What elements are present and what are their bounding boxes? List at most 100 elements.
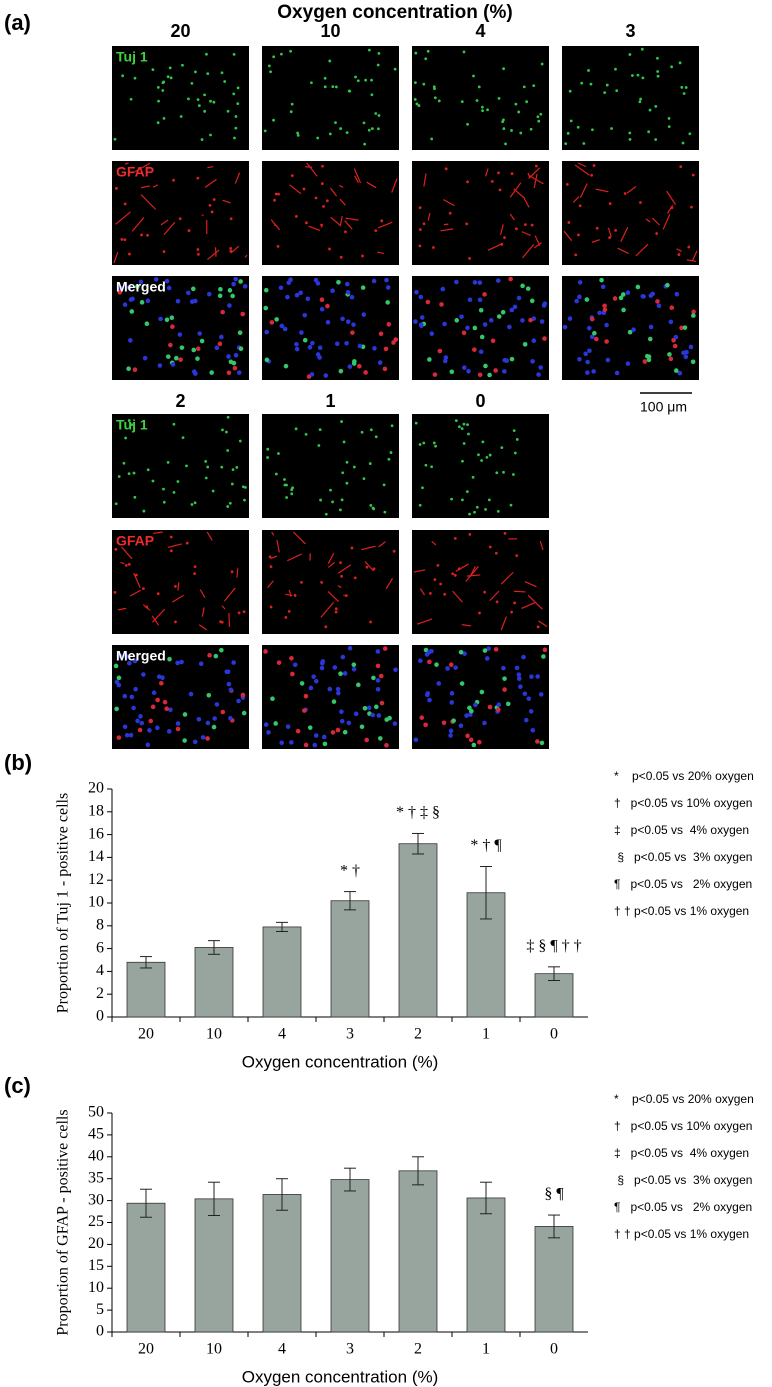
cell-dot <box>195 356 200 361</box>
cell-dot <box>319 297 325 303</box>
cell-dot <box>335 686 341 692</box>
cell-process <box>443 223 449 226</box>
cell-dot <box>422 441 426 445</box>
cell-dot <box>524 717 529 723</box>
cell-dot <box>669 305 675 311</box>
cell-dot <box>345 281 350 287</box>
cell-dot <box>128 297 134 302</box>
bar <box>330 1179 370 1333</box>
cell-dot <box>372 346 377 351</box>
y-tick-label: 15 <box>88 1257 104 1274</box>
cell-process <box>152 184 159 188</box>
cell-dot <box>345 481 349 485</box>
cell-dot <box>229 247 233 250</box>
cell-process <box>234 172 241 184</box>
cell-dot <box>382 646 388 651</box>
cell-dot <box>672 343 678 349</box>
cell-dot <box>197 252 200 256</box>
cell-dot <box>569 119 573 123</box>
cell-dot <box>387 715 392 721</box>
cell-dot <box>161 81 165 85</box>
cell-process <box>177 582 180 591</box>
cell-dot <box>272 118 275 122</box>
cell-dot <box>302 708 307 713</box>
cell-dot <box>668 319 674 325</box>
cell-dot <box>187 229 191 232</box>
cell-dot <box>231 468 235 472</box>
cell-dot <box>175 298 181 304</box>
y-tick-label: 45 <box>88 1126 104 1143</box>
cell-dot <box>472 74 475 78</box>
cell-dot <box>236 102 240 106</box>
cell-dot <box>480 105 484 109</box>
cell-dot <box>287 610 291 613</box>
cell-dot <box>181 436 185 440</box>
cell-dot <box>144 321 150 327</box>
cell-dot <box>227 303 232 308</box>
micrograph <box>562 276 699 380</box>
cell-process <box>354 175 359 184</box>
cell-process <box>124 162 129 165</box>
cell-dot <box>231 660 236 665</box>
cell-dot <box>453 665 458 670</box>
cell-dot <box>330 730 336 735</box>
cell-dot <box>427 357 432 362</box>
cell-dot <box>341 471 345 475</box>
significance-annotation: * † ‡ § <box>396 804 440 821</box>
cell-dot <box>423 722 428 728</box>
cell-dot <box>667 117 671 120</box>
cell-dot <box>290 492 294 496</box>
cell-dot <box>530 727 536 733</box>
cell-dot <box>303 742 309 748</box>
cell-dot <box>232 365 238 371</box>
cell-dot <box>318 428 322 432</box>
cell-dot <box>274 472 278 476</box>
cell-dot <box>449 369 455 375</box>
cell-dot <box>437 99 441 103</box>
cell-dot <box>302 187 306 191</box>
cell-dot <box>516 676 522 681</box>
cell-dot <box>376 63 380 67</box>
cell-dot <box>442 358 448 364</box>
cell-dot <box>196 176 200 180</box>
cell-dot <box>602 307 608 313</box>
cell-process <box>461 624 472 627</box>
cell-dot <box>684 86 688 89</box>
legend-note: * p<0.05 vs 20% oxygen <box>614 769 754 783</box>
cell-dot <box>376 127 380 131</box>
row-label: GFAP <box>116 164 154 180</box>
cell-dot <box>114 186 118 190</box>
y-tick-label: 5 <box>96 1301 104 1318</box>
cell-dot <box>414 51 418 55</box>
cell-dot <box>169 549 173 553</box>
cell-dot <box>530 223 534 227</box>
cell-dot <box>168 707 173 713</box>
cell-dot <box>453 536 457 540</box>
cell-process <box>207 165 214 169</box>
cell-dot <box>352 465 356 469</box>
cell-process <box>339 216 343 227</box>
cell-dot <box>413 737 419 743</box>
cell-process <box>271 531 275 536</box>
cell-dot <box>418 294 424 300</box>
cell-dot <box>680 85 684 89</box>
bar <box>398 1170 438 1333</box>
cell-dot <box>604 339 609 344</box>
cell-dot <box>114 502 118 506</box>
cell-dot <box>382 366 388 372</box>
cell-dot <box>263 287 269 293</box>
cell-dot <box>158 316 163 322</box>
y-tick-label: 8 <box>96 916 104 933</box>
cell-dot <box>621 307 626 313</box>
cell-dot <box>534 164 538 168</box>
cell-dot <box>466 368 471 374</box>
significance-annotation: ‡ § ¶ † † <box>526 938 581 955</box>
cell-dot <box>339 718 345 724</box>
cell-dot <box>510 172 514 176</box>
cell-dot <box>344 340 349 346</box>
cell-process <box>620 227 629 242</box>
cell-dot <box>367 48 371 52</box>
cell-dot <box>515 554 519 558</box>
cell-dot <box>317 355 322 360</box>
cell-dot <box>193 565 197 569</box>
